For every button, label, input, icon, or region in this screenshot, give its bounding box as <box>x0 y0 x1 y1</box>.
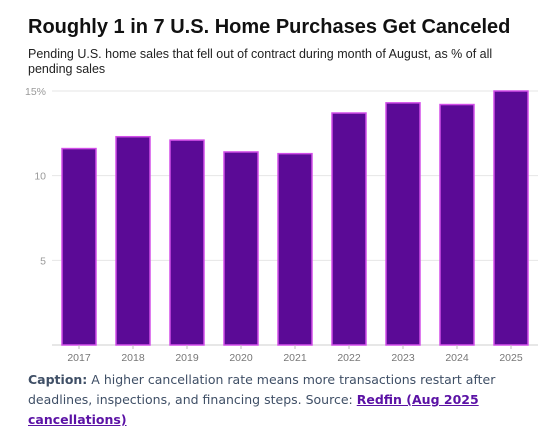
bar-2024 <box>439 103 475 346</box>
bar-2022 <box>331 112 367 346</box>
caption: Caption: A higher cancellation rate mean… <box>28 370 548 430</box>
bar-2025 <box>493 90 529 346</box>
x-tick-label: 2021 <box>283 352 307 364</box>
bar-2019 <box>169 139 205 346</box>
bar-2018 <box>115 135 151 346</box>
x-tick-label: 2018 <box>121 352 145 364</box>
caption-label: Caption: <box>28 372 88 387</box>
bar-2020 <box>223 151 259 346</box>
x-axis-ticks: 2017 2018 2019 2020 2021 2022 2023 2024 2025 <box>67 345 523 364</box>
x-tick-label: 2023 <box>391 352 415 364</box>
y-tick-label: 10 <box>34 171 46 183</box>
x-tick-label: 2022 <box>337 352 361 364</box>
x-tick-label: 2017 <box>67 352 91 364</box>
x-tick-label: 2024 <box>445 352 469 364</box>
bar-2021 <box>277 152 313 346</box>
x-tick-label: 2019 <box>175 352 199 364</box>
bar-2017 <box>61 147 97 346</box>
x-tick-label: 2020 <box>229 352 253 364</box>
bars <box>61 90 529 346</box>
y-tick-label: 5 <box>40 255 46 267</box>
y-tick-label: 15% <box>25 86 46 98</box>
y-axis-ticks: 5 10 15% <box>25 86 46 267</box>
chart-subtitle: Pending U.S. home sales that fell out of… <box>28 47 493 76</box>
bar-2023 <box>385 102 421 346</box>
caption-text: A higher cancellation rate means more tr… <box>28 372 496 407</box>
x-tick-label: 2025 <box>499 352 523 364</box>
chart-title: Roughly 1 in 7 U.S. Home Purchases Get C… <box>28 16 511 38</box>
